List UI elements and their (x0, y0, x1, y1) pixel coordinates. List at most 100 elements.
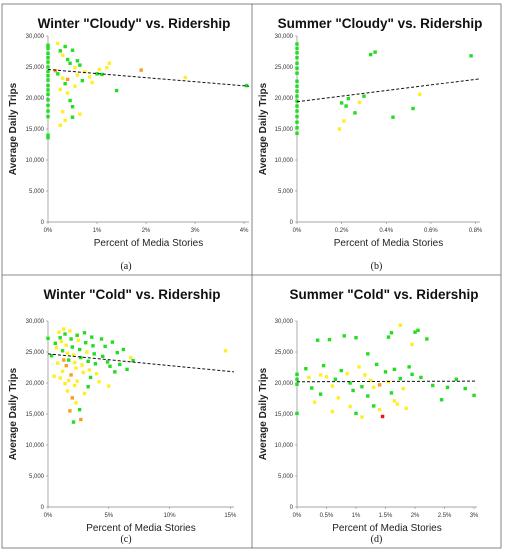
data-point (63, 118, 67, 123)
chart-title: Winter "Cold" vs. Ridership (44, 287, 221, 302)
data-point (53, 69, 58, 73)
data-point (87, 75, 92, 79)
data-point (83, 341, 88, 345)
data-point (53, 341, 57, 346)
data-point (389, 331, 394, 335)
data-point (46, 103, 50, 108)
data-point (68, 98, 72, 103)
data-point (58, 87, 62, 92)
data-point (81, 370, 85, 375)
data-point (46, 60, 50, 64)
data-point (342, 119, 346, 123)
data-point (66, 378, 71, 383)
data-point (336, 396, 341, 400)
data-point (63, 381, 67, 386)
data-point (62, 327, 66, 331)
data-point (63, 332, 67, 336)
data-point (418, 92, 422, 96)
data-point (80, 78, 85, 83)
data-point (65, 389, 70, 393)
data-point (310, 386, 314, 390)
data-point (354, 411, 358, 416)
data-point (88, 375, 93, 380)
data-point (86, 385, 90, 389)
data-point (377, 383, 382, 387)
y-tick-label: 5,000 (278, 474, 294, 480)
data-point (86, 359, 90, 363)
data-point (463, 386, 467, 391)
data-point (97, 380, 101, 384)
data-point (71, 353, 76, 357)
data-point (105, 65, 109, 70)
data-point (389, 391, 394, 395)
data-point (79, 355, 83, 360)
data-point (82, 391, 87, 396)
data-point (395, 402, 400, 406)
data-point (78, 63, 82, 67)
panel-label: (c) (120, 534, 131, 545)
data-point (295, 131, 299, 136)
data-point (70, 396, 75, 400)
trend-line (296, 78, 481, 103)
data-point (56, 41, 60, 46)
data-point (71, 420, 76, 424)
panel-label: (b) (371, 261, 383, 272)
data-point (404, 406, 408, 411)
data-point (339, 368, 343, 373)
data-point (64, 343, 68, 347)
data-point (87, 368, 92, 372)
data-point (58, 123, 62, 127)
data-point (128, 355, 133, 360)
data-point (46, 51, 50, 56)
data-point (425, 337, 429, 341)
y-axis-label: Average Daily Trips (8, 367, 19, 460)
x-tick-label: 4% (240, 228, 249, 234)
data-point (472, 393, 476, 398)
x-tick-label: 2.5% (438, 513, 452, 519)
data-point (344, 104, 348, 108)
data-point (74, 366, 78, 370)
y-tick-label: 15,000 (275, 412, 294, 418)
data-point (64, 363, 68, 368)
data-point (46, 109, 50, 113)
y-tick-label: 15,000 (26, 412, 45, 418)
data-point (431, 383, 435, 388)
data-point (70, 48, 75, 52)
data-point (295, 89, 299, 93)
data-point (362, 94, 366, 98)
data-point (125, 367, 129, 372)
data-point (74, 401, 78, 405)
data-point (82, 331, 87, 335)
data-point (46, 336, 50, 341)
data-point (83, 70, 87, 74)
y-tick-label: 20,000 (26, 381, 45, 387)
data-point (295, 66, 299, 70)
data-point (92, 352, 96, 356)
data-point (366, 394, 370, 398)
data-point (90, 80, 94, 85)
data-point (70, 345, 75, 349)
y-tick-label: 25,000 (26, 350, 45, 356)
data-point (46, 78, 50, 82)
data-point (46, 43, 50, 47)
y-tick-label: 20,000 (26, 96, 45, 102)
data-point (49, 354, 54, 358)
data-point (342, 334, 346, 338)
data-point (118, 362, 122, 367)
data-point (131, 358, 135, 363)
data-point (183, 75, 187, 80)
data-point (392, 399, 397, 403)
data-point (411, 106, 415, 111)
data-point (333, 377, 338, 381)
data-point (368, 52, 373, 57)
data-point (366, 352, 370, 356)
data-point (360, 415, 364, 419)
data-point (244, 83, 249, 88)
trend-line (296, 380, 478, 383)
x-tick-label: 0.2% (335, 228, 349, 234)
y-axis-label: Average Daily Trips (258, 82, 269, 175)
y-tick-label: 5,000 (29, 189, 45, 195)
y-tick-label: 30,000 (275, 319, 294, 325)
x-axis-label: Percent of Media Stories (332, 523, 442, 534)
